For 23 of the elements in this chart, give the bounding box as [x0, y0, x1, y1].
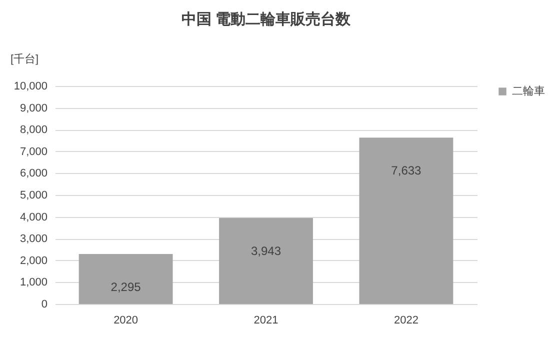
y-tick-label: 1,000: [20, 276, 48, 289]
x-tick-label: 2020: [114, 314, 138, 326]
legend-label: 二輪車: [512, 84, 545, 98]
y-tick-label: 4,000: [20, 211, 48, 224]
y-tick-label: 2,000: [20, 254, 48, 267]
chart-title: 中国 電動二輪車販売台数: [181, 11, 352, 28]
y-tick-label: 3,000: [20, 233, 48, 246]
y-tick-label: 8,000: [20, 124, 48, 136]
y-tick-label: 7,000: [20, 146, 48, 158]
data-label: 2,295: [110, 280, 142, 294]
bar: [78, 254, 173, 304]
bar: [219, 218, 313, 304]
x-tick-label: 2021: [254, 314, 278, 326]
y-tick-label: 5,000: [20, 190, 48, 202]
y-tick-label: 9,000: [20, 102, 48, 114]
y-tick-label: 0: [41, 298, 48, 310]
y-axis-title: [千台]: [10, 52, 39, 66]
data-label: 3,943: [250, 244, 282, 258]
x-tick-label: 2022: [394, 314, 418, 326]
data-label: 7,633: [391, 164, 422, 178]
y-tick-label: 10,000: [14, 80, 48, 92]
bar: [359, 138, 454, 304]
y-tick-label: 6,000: [20, 168, 48, 180]
